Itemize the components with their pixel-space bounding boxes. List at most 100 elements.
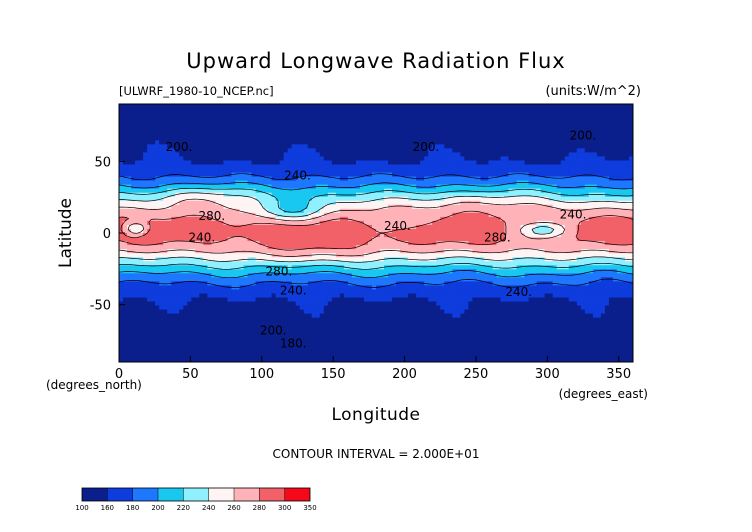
contour-cell (616, 216, 622, 222)
contour-cell (339, 132, 345, 137)
contour-cell (147, 176, 152, 182)
contour-cell (163, 128, 168, 133)
contour-cell (400, 228, 405, 234)
contour-cell (191, 152, 196, 158)
contour-cell (259, 148, 265, 153)
contour-cell (408, 144, 413, 149)
contour-cell (275, 128, 281, 133)
contour-cell (307, 168, 313, 174)
contour-cell (520, 220, 526, 226)
contour-cell (504, 241, 510, 246)
contour-cell (319, 164, 325, 170)
contour-cell (528, 152, 534, 158)
contour-cell (568, 176, 574, 182)
contour-cell (231, 188, 237, 194)
contour-cell (504, 128, 510, 133)
contour-cell (468, 156, 473, 162)
contour-cell (227, 233, 233, 238)
contour-cell (179, 156, 184, 162)
contour-cell (448, 120, 453, 125)
contour-cell (311, 241, 317, 246)
contour-cell (416, 249, 421, 254)
contour-cell (556, 144, 562, 149)
contour-cell (243, 104, 249, 109)
contour-cell (211, 148, 216, 153)
contour-cell (139, 212, 144, 218)
contour-cell (179, 140, 184, 145)
contour-cell (472, 180, 477, 186)
contour-cell (303, 208, 309, 214)
contour-cell (183, 108, 188, 113)
contour-cell (251, 124, 257, 129)
contour-cell (460, 176, 465, 182)
contour-cell (183, 120, 188, 125)
contour-cell (123, 172, 128, 178)
contour-cell (371, 120, 377, 125)
contour-cell (456, 241, 461, 246)
contour-cell (416, 204, 421, 210)
contour-cell (548, 116, 554, 121)
contour-cell (440, 112, 445, 117)
contour-cell (279, 204, 285, 210)
contour-cell (211, 120, 216, 125)
contour-cell (508, 108, 514, 113)
contour-cell (135, 204, 140, 210)
contour-cell (307, 176, 313, 182)
contour-cell (339, 208, 345, 214)
contour-cell (408, 208, 413, 214)
contour-cell (215, 253, 220, 258)
contour-cell (335, 120, 341, 125)
contour-cell (504, 140, 510, 145)
contour-cell (219, 172, 225, 178)
contour-cell (307, 140, 313, 145)
contour-cell (239, 192, 245, 198)
contour-cell (231, 241, 237, 246)
contour-cell (588, 241, 594, 246)
contour-cell (460, 184, 465, 190)
contour-cell (299, 204, 305, 210)
contour-cell (307, 172, 313, 178)
contour-cell (596, 104, 602, 109)
contour-cell (528, 249, 534, 254)
contour-cell (432, 112, 437, 117)
contour-cell (275, 184, 281, 190)
contour-cell (371, 208, 377, 214)
contour-cell (223, 220, 229, 226)
contour-cell (243, 184, 249, 190)
contour-cell (412, 116, 417, 121)
contour-cell (311, 204, 317, 210)
contour-cell (295, 180, 301, 186)
contour-cell (119, 160, 124, 166)
contour-cell (175, 140, 180, 145)
contour-cell (215, 104, 220, 109)
contour-cell (363, 204, 369, 210)
contour-cell (199, 200, 204, 206)
contour-cell (484, 156, 490, 162)
contour-cell (552, 200, 558, 206)
contour-cell (315, 245, 321, 250)
contour-cell (592, 120, 598, 125)
contour-cell (119, 180, 124, 186)
contour-cell (624, 208, 630, 214)
contour-cell (384, 172, 389, 178)
contour-cell (568, 132, 574, 137)
contour-cell (596, 172, 602, 178)
contour-cell (596, 112, 602, 117)
contour-cell (568, 204, 574, 210)
contour-cell (552, 204, 558, 210)
contour-cell (448, 176, 453, 182)
contour-cell (552, 164, 558, 170)
contour-cell (239, 237, 245, 242)
contour-cell (504, 144, 510, 149)
contour-cell (151, 112, 156, 117)
contour-cell (616, 124, 622, 129)
contour-cell (616, 168, 622, 174)
contour-cell (163, 208, 168, 214)
contour-cell (464, 120, 469, 125)
contour-cell (315, 249, 321, 254)
contour-cell (520, 200, 526, 206)
contour-cell (540, 132, 546, 137)
contour-cell (560, 188, 566, 194)
contour-cell (279, 216, 285, 222)
contour-cell (576, 224, 582, 230)
